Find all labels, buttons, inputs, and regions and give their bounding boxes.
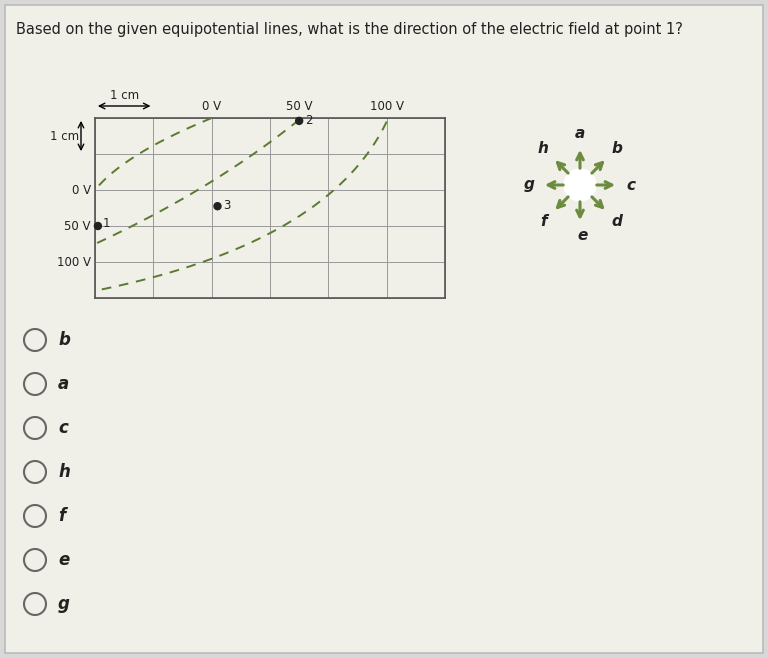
Text: f: f xyxy=(58,507,65,525)
Text: 1 cm: 1 cm xyxy=(50,130,79,143)
Text: b: b xyxy=(611,141,622,156)
Text: 1: 1 xyxy=(103,217,111,230)
Text: f: f xyxy=(540,215,547,229)
Circle shape xyxy=(296,117,303,124)
Text: 50 V: 50 V xyxy=(65,220,91,232)
Text: c: c xyxy=(627,178,635,193)
Text: a: a xyxy=(58,375,69,393)
Text: 100 V: 100 V xyxy=(57,255,91,268)
Circle shape xyxy=(214,203,221,210)
Text: d: d xyxy=(611,215,622,229)
Text: 1 cm: 1 cm xyxy=(110,89,139,102)
Text: e: e xyxy=(578,228,588,243)
Text: h: h xyxy=(538,141,548,156)
FancyBboxPatch shape xyxy=(5,5,763,653)
Text: 50 V: 50 V xyxy=(286,100,313,113)
Circle shape xyxy=(564,169,596,201)
Text: 0 V: 0 V xyxy=(202,100,221,113)
Text: Based on the given equipotential lines, what is the direction of the electric fi: Based on the given equipotential lines, … xyxy=(16,22,683,37)
Text: 0 V: 0 V xyxy=(72,184,91,197)
Circle shape xyxy=(94,222,101,230)
Text: e: e xyxy=(58,551,69,569)
Text: h: h xyxy=(58,463,70,481)
Text: 100 V: 100 V xyxy=(369,100,404,113)
Text: a: a xyxy=(575,126,585,141)
Text: g: g xyxy=(58,595,70,613)
Text: g: g xyxy=(524,178,535,193)
Text: 2: 2 xyxy=(305,114,313,127)
Text: c: c xyxy=(58,419,68,437)
Text: 3: 3 xyxy=(223,199,231,212)
Text: b: b xyxy=(58,331,70,349)
